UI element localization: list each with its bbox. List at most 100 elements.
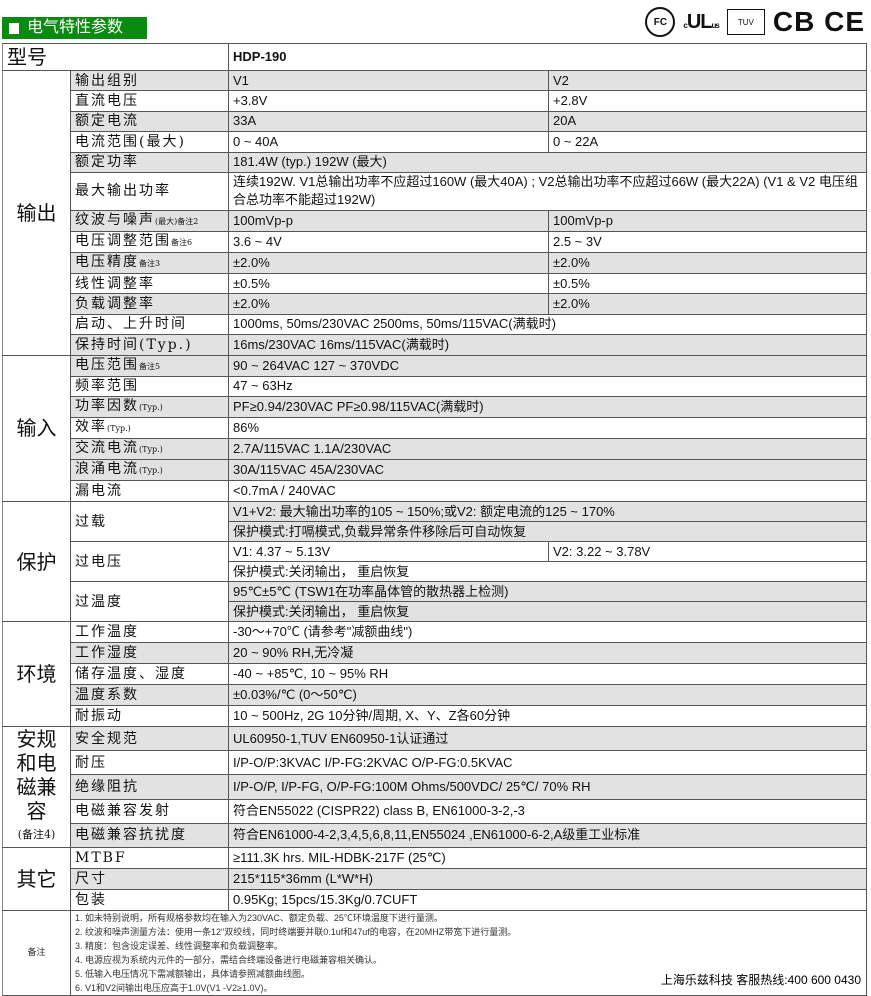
label-text: 线性调整率	[75, 275, 155, 292]
row-value: 0.95Kg; 15pcs/15.3Kg/0.7CUFT	[228, 888, 867, 911]
table-row: 负载调整率 ±2.0% ±2.0%	[3, 293, 867, 315]
spec-table: 型号 HDP-190 输出 输出组别 V1 V2 直流电压 +3.8V +2.8V 额定电流 33A…	[2, 43, 867, 996]
row-label: 耐振动	[70, 705, 229, 728]
row-label: 负载调整率	[70, 293, 229, 315]
notes-list: 1. 如未特别说明，所有规格参数均在输入为230VAC、额定负载、25℃环境温度…	[70, 909, 867, 996]
table-row: 温度系数 ±0.03%/℃ (0～50℃)	[3, 684, 867, 707]
group-notes: 备注	[2, 909, 71, 996]
label-text: 电磁兼容抗扰度	[75, 827, 187, 844]
label-text: 耐振动	[75, 708, 123, 725]
section-title: 电气特性参数	[27, 19, 124, 36]
label-text: 安全规范	[75, 730, 139, 747]
hotline: 上海乐兹科技 客服热线:400 600 0430	[660, 973, 861, 987]
label-text: 效率	[75, 419, 107, 436]
row-value: -30～+70℃ (请参考"减额曲线")	[228, 621, 867, 644]
row-label: 电磁兼容抗扰度	[70, 822, 229, 849]
value-v1: ±2.0%	[228, 293, 549, 315]
row-value: 1000ms, 50ms/230VAC 2500ms, 50ms/115VAC(…	[228, 313, 867, 336]
note-item: 1. 如未特别说明，所有规格参数均在输入为230VAC、额定负载、25℃环境温度…	[75, 912, 443, 923]
table-row: 过温度 95℃±5℃ (TSW1在功率晶体管的散热器上检测)	[3, 581, 867, 623]
table-row: 过电压 V1: 4.37 ~ 5.13V V2: 3.22 ~ 3.78V	[3, 541, 867, 583]
value-v1: 3.6 ~ 4V	[228, 230, 549, 253]
row-value: 10 ~ 500Hz, 2G 10分钟/周期, X、Y、Z各60分钟	[228, 705, 867, 728]
note-item: 3. 精度：包含设定误差、线性调整率和负载调整率。	[75, 940, 284, 951]
row-label: 过载	[70, 501, 229, 543]
label-text: 输出组别	[75, 72, 139, 89]
label-note: (最大)备注2	[155, 216, 199, 226]
group-protection: 保护	[2, 501, 71, 623]
row-value: <0.7mA / 240VAC	[228, 480, 867, 503]
row-value: 20 ~ 90% RH,无冷凝	[228, 642, 867, 665]
label-text: 直流电压	[75, 93, 139, 110]
overtemp-line1: 95℃±5℃ (TSW1在功率晶体管的散热器上检测)	[228, 581, 867, 603]
label-text: 工作温度	[75, 624, 139, 641]
group-label: 输入	[16, 416, 57, 441]
row-value: PF≥0.94/230VAC PF≥0.98/115VAC(满载时)	[228, 396, 867, 419]
table-row: 线性调整率 ±0.5% ±0.5%	[3, 272, 867, 295]
label-text: 交流电流	[75, 440, 139, 457]
row-label: 耐压	[70, 750, 229, 776]
label-text: 电压范围	[75, 356, 139, 373]
overload-line2: 保护模式:打嗝模式,负载异常条件移除后可自动恢复	[228, 521, 867, 543]
overvoltage-v2: V2: 3.22 ~ 3.78V	[548, 541, 867, 563]
label-note: 备注3	[139, 258, 161, 268]
table-row: 电压调整范围备注6 3.6 ~ 4V 2.5 ~ 3V	[3, 230, 867, 253]
group-label: 其它	[16, 866, 57, 891]
value-v2: +2.8V	[548, 90, 867, 112]
table-row: 效率(Typ.) 86%	[3, 417, 867, 440]
label-note: (Typ.)	[139, 466, 163, 476]
table-row: 耐振动 10 ~ 500Hz, 2G 10分钟/周期, X、Y、Z各60分钟	[3, 705, 867, 728]
table-row: 其它 MTBF ≥111.3K hrs. MIL-HDBK-217F (25℃)	[2, 847, 867, 911]
row-value: 30A/115VAC 45A/230VAC	[228, 459, 867, 482]
value-v1: +3.8V	[228, 90, 549, 112]
table-row: 储存温度、湿度 -40 ~ +85℃, 10 ~ 95% RH	[3, 663, 867, 686]
label-note: (Typ.)	[107, 424, 131, 434]
row-label: 电压范围备注5	[70, 354, 229, 377]
label-note: (Typ.)	[139, 403, 163, 413]
value-v2: 20A	[548, 110, 867, 133]
row-value: 181.4W (typ.) 192W (最大)	[228, 151, 867, 173]
table-row: 保护模式:关闭输出， 重启恢复	[3, 561, 867, 583]
label-text: 负载调整率	[75, 296, 155, 313]
row-value: UL60950-1,TUV EN60950-1认证通过	[228, 726, 867, 752]
row-value: 2.7A/115VAC 1.1A/230VAC	[228, 438, 867, 461]
note-item: 5. 低输入电压情况下需减额输出，具体请参照减额曲线图。	[75, 968, 311, 979]
table-row: 电磁兼容发射 符合EN55022 (CISPR22) class B, EN610…	[3, 798, 867, 824]
group-environment: 环境	[2, 621, 71, 728]
note-item: 2. 纹波和噪声测量方法：使用一条12"双绞线，同时终端要并联0.1uf和47u…	[75, 926, 517, 937]
row-value: 215*115*36mm (L*W*H)	[228, 867, 867, 890]
label-text: 电流范围(最大)	[75, 133, 186, 150]
label-text: 频率范围	[75, 378, 139, 395]
table-row: 额定功率 181.4W (typ.) 192W (最大)	[3, 151, 867, 173]
row-label: 输出组别	[70, 69, 229, 92]
row-label: 绝缘阻抗	[70, 774, 229, 800]
cb-ce-logo: CB CE	[772, 6, 865, 37]
table-row: 保护 过载 V1+V2: 最大输出功率的105 ~ 150%;或V2: 额定电流的1…	[2, 501, 867, 623]
label-text: 纹波与噪声	[75, 211, 155, 228]
table-row: 功率因数(Typ.) PF≥0.94/230VAC PF≥0.98/115VAC(…	[3, 396, 867, 419]
model-value: HDP-190	[228, 43, 867, 71]
label-text: 启动、上升时间	[75, 316, 187, 333]
value-v1: 33A	[228, 110, 549, 133]
label-text: 工作湿度	[75, 645, 139, 662]
label-text: 最大输出功率	[75, 183, 171, 200]
label-text: 保持时间(Typ.)	[75, 336, 193, 353]
row-value: I/P-O/P:3KVAC I/P-FG:2KVAC O/P-FG:0.5KVA…	[228, 750, 867, 776]
row-label: 浪涌电流(Typ.)	[70, 459, 229, 482]
group-input: 输入	[2, 354, 71, 503]
row-label: 工作湿度	[70, 642, 229, 665]
value-v2: ±0.5%	[548, 272, 867, 295]
table-row: 交流电流(Typ.) 2.7A/115VAC 1.1A/230VAC	[3, 438, 867, 461]
table-row: 电流范围(最大) 0 ~ 40A 0 ~ 22A	[3, 131, 867, 153]
fcc-logo: FC	[645, 7, 676, 37]
row-value: 16ms/230VAC 16ms/115VAC(满载时)	[228, 334, 867, 356]
label-text: 功率因数	[75, 398, 139, 415]
row-label: 启动、上升时间	[70, 313, 229, 336]
table-row: 浪涌电流(Typ.) 30A/115VAC 45A/230VAC	[3, 459, 867, 482]
table-row: 工作湿度 20 ~ 90% RH,无冷凝	[3, 642, 867, 665]
label-text: 包装	[75, 891, 107, 908]
row-label: 包装	[70, 888, 229, 911]
ul-logo: cULus	[683, 10, 720, 33]
value-v2: 2.5 ~ 3V	[548, 230, 867, 253]
row-label: 线性调整率	[70, 272, 229, 295]
